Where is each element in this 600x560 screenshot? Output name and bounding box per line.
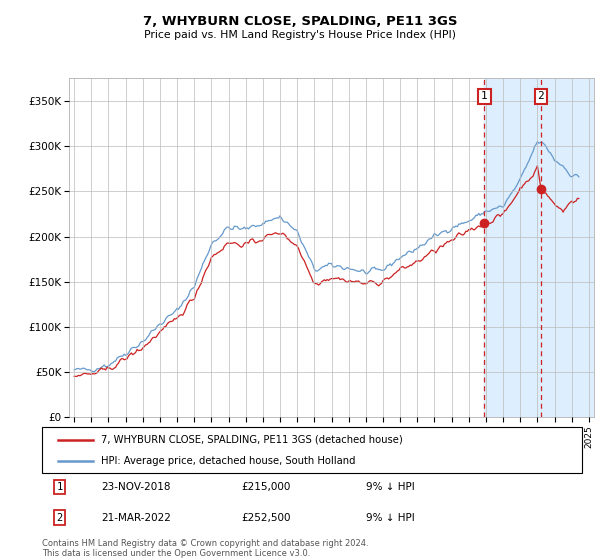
Text: 9% ↓ HPI: 9% ↓ HPI — [366, 513, 415, 523]
Text: 7, WHYBURN CLOSE, SPALDING, PE11 3GS: 7, WHYBURN CLOSE, SPALDING, PE11 3GS — [143, 15, 457, 27]
FancyBboxPatch shape — [42, 427, 582, 473]
Text: 21-MAR-2022: 21-MAR-2022 — [101, 513, 171, 523]
Text: 1: 1 — [481, 91, 488, 101]
Text: 1: 1 — [56, 482, 63, 492]
Text: 2: 2 — [538, 91, 544, 101]
Text: £252,500: £252,500 — [242, 513, 292, 523]
Text: HPI: Average price, detached house, South Holland: HPI: Average price, detached house, Sout… — [101, 456, 356, 466]
Bar — [484, 78, 600, 417]
Text: 2: 2 — [56, 513, 63, 523]
Text: 23-NOV-2018: 23-NOV-2018 — [101, 482, 171, 492]
Text: 7, WHYBURN CLOSE, SPALDING, PE11 3GS (detached house): 7, WHYBURN CLOSE, SPALDING, PE11 3GS (de… — [101, 435, 403, 445]
Text: 9% ↓ HPI: 9% ↓ HPI — [366, 482, 415, 492]
Text: £215,000: £215,000 — [242, 482, 291, 492]
Text: Price paid vs. HM Land Registry's House Price Index (HPI): Price paid vs. HM Land Registry's House … — [144, 30, 456, 40]
Text: Contains HM Land Registry data © Crown copyright and database right 2024.
This d: Contains HM Land Registry data © Crown c… — [42, 539, 368, 558]
